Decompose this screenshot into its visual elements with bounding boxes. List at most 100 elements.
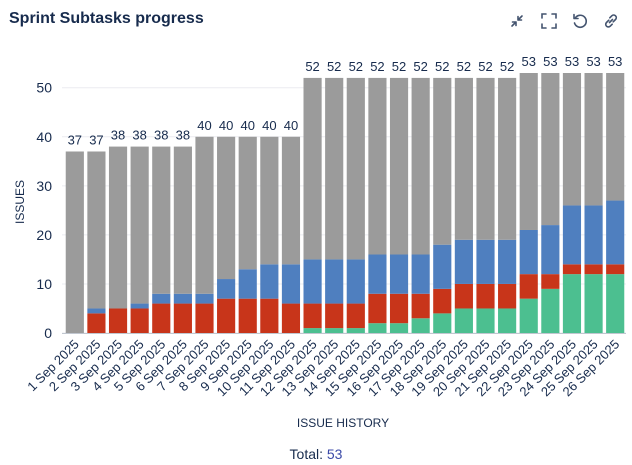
bar-segment-red (303, 303, 322, 329)
bar-total-label: 38 (132, 128, 146, 143)
bar-segment-red (389, 293, 409, 324)
y-tick-label: 20 (36, 227, 52, 243)
chart-footer: Total: 53 (0, 446, 632, 462)
bar-segment-red (325, 303, 344, 329)
bar-total-label: 53 (586, 54, 600, 69)
bar-segment-red (108, 308, 128, 333)
bar-segment-to-do (433, 77, 452, 245)
bar-segment-blue (238, 269, 257, 299)
bar-total-label: 52 (435, 59, 449, 74)
bar-segment-done (476, 308, 495, 333)
bar-total-label: 38 (154, 128, 168, 143)
bar-segment-to-do (368, 77, 387, 255)
bar-segment-blue (541, 225, 560, 275)
y-axis-label: ISSUES (13, 180, 27, 224)
bar-segment-to-do (87, 151, 106, 309)
bar-segment-to-do (152, 146, 171, 294)
bar-segment-blue (606, 200, 625, 265)
bar-segment-blue (498, 239, 517, 284)
bar-segment-blue (260, 264, 279, 299)
bar-segment-done (584, 274, 603, 333)
bar-segment-to-do (454, 77, 473, 240)
bar-segment-blue (87, 308, 106, 314)
link-icon[interactable] (600, 10, 622, 32)
bar-total-label: 52 (478, 59, 492, 74)
bar-total-label: 53 (608, 54, 622, 69)
bar-segment-red (476, 283, 495, 309)
total-label: Total: (289, 446, 323, 462)
bar-total-label: 52 (457, 59, 471, 74)
bar-total-label: 40 (262, 118, 276, 133)
bar-segment-blue (368, 254, 387, 294)
bar-total-label: 37 (68, 132, 82, 147)
bar-segment-to-do (519, 73, 538, 230)
bar-segment-done (368, 323, 387, 333)
bar-segment-red (519, 274, 538, 299)
bar-segment-blue (130, 303, 149, 309)
bar-total-label: 52 (305, 59, 319, 74)
bar-segment-red (173, 303, 192, 333)
bar-segment-to-do (584, 73, 603, 206)
bar-segment-red (281, 303, 301, 333)
bar-segment-to-do (217, 136, 236, 280)
bar-segment-done (346, 328, 365, 333)
bar-segment-red (411, 293, 430, 319)
y-tick-label: 40 (36, 129, 52, 145)
bar-segment-done (325, 328, 344, 333)
bar-segment-to-do (389, 77, 409, 255)
y-tick-label: 0 (44, 325, 52, 341)
bar-segment-to-do (303, 77, 322, 260)
bar-total-label: 38 (111, 128, 125, 143)
bar-segment-to-do (562, 73, 582, 206)
bar-segment-red (87, 313, 106, 333)
bar-segment-blue (173, 293, 192, 304)
bar-segment-blue (195, 293, 214, 304)
bar-segment-red (130, 308, 149, 333)
bar-segment-red (195, 303, 214, 333)
y-tick-label: 50 (36, 80, 52, 96)
bar-total-label: 40 (284, 118, 298, 133)
bar-segment-done (303, 328, 322, 333)
bar-segment-blue (411, 254, 430, 294)
bar-total-label: 53 (521, 54, 535, 69)
bar-segment-to-do (606, 73, 625, 201)
bar-total-label: 52 (349, 59, 363, 74)
bar-segment-done (606, 274, 625, 333)
bar-total-label: 52 (327, 59, 341, 74)
bar-total-label: 40 (219, 118, 233, 133)
bar-segment-red (152, 303, 171, 333)
refresh-icon[interactable] (569, 10, 591, 32)
bar-segment-to-do (281, 136, 301, 265)
bar-segment-red (541, 274, 560, 289)
bar-segment-done (519, 298, 538, 333)
bar-segment-red (606, 264, 625, 275)
chart-title: Sprint Subtasks progress (9, 10, 204, 27)
bar-total-label: 53 (543, 54, 557, 69)
bar-segment-blue (303, 259, 322, 304)
y-tick-label: 30 (36, 178, 52, 194)
bar-segment-red (346, 303, 365, 329)
bar-total-label: 40 (197, 118, 211, 133)
bar-total-label: 53 (565, 54, 579, 69)
fullscreen-icon[interactable] (538, 10, 560, 32)
bar-segment-red (433, 288, 452, 314)
bar-segment-red (260, 298, 279, 333)
chart-header: Sprint Subtasks progress (0, 0, 632, 42)
bar-segment-red (498, 283, 517, 309)
bar-segment-red (454, 283, 473, 309)
bar-total-label: 52 (392, 59, 406, 74)
bar-segment-blue (454, 239, 473, 284)
bar-segment-to-do (411, 77, 430, 255)
bar-segment-to-do (65, 151, 84, 333)
collapse-icon[interactable] (506, 10, 528, 32)
bar-segment-red (562, 264, 582, 275)
bar-segment-blue (433, 244, 452, 289)
bar-segment-red (238, 298, 257, 333)
total-value: 53 (326, 446, 343, 462)
bar-segment-to-do (346, 77, 365, 260)
bar-segment-blue (325, 259, 344, 304)
bar-total-label: 52 (370, 59, 384, 74)
bar-segment-to-do (130, 146, 149, 304)
bar-segment-blue (584, 205, 603, 265)
